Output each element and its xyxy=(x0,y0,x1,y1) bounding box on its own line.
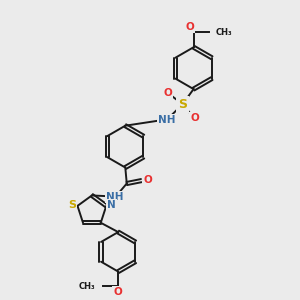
Text: O: O xyxy=(163,88,172,98)
Text: S: S xyxy=(178,98,187,111)
Text: CH₃: CH₃ xyxy=(216,28,232,37)
Text: O: O xyxy=(143,175,152,185)
Text: CH₃: CH₃ xyxy=(78,282,95,291)
Text: O: O xyxy=(185,22,194,32)
Text: S: S xyxy=(68,200,76,210)
Text: NH: NH xyxy=(158,115,175,125)
Text: O: O xyxy=(190,113,199,123)
Text: N: N xyxy=(107,200,116,210)
Text: NH: NH xyxy=(106,192,124,202)
Text: O: O xyxy=(113,287,122,297)
